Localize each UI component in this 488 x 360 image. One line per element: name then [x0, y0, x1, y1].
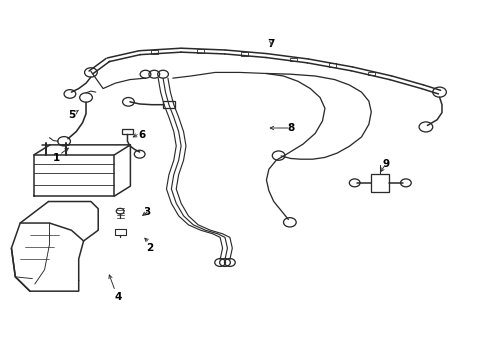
Bar [163, 102, 175, 108]
Text: 3: 3 [143, 207, 150, 217]
Bar [122, 129, 133, 134]
Text: 9: 9 [382, 159, 388, 169]
Bar [367, 72, 374, 76]
Text: 7: 7 [267, 39, 274, 49]
Text: 1: 1 [53, 153, 61, 163]
Text: 2: 2 [145, 243, 153, 253]
Text: 5: 5 [68, 111, 75, 121]
Bar [289, 58, 296, 62]
Text: 6: 6 [138, 130, 145, 140]
Bar [150, 50, 158, 54]
Text: 8: 8 [286, 123, 294, 133]
Bar [115, 229, 125, 235]
Bar [197, 49, 204, 53]
Bar [370, 174, 388, 192]
Bar [240, 52, 248, 56]
Text: 4: 4 [114, 292, 121, 302]
Bar [328, 63, 335, 67]
